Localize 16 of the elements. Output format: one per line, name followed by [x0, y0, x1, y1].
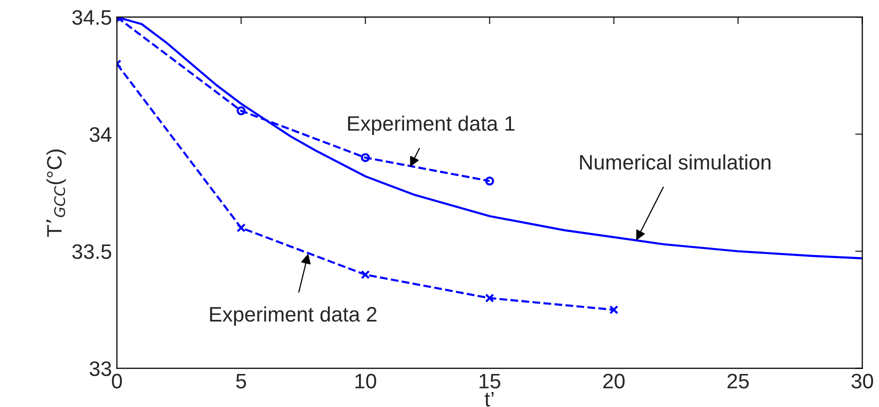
- y-axis-title: T’$_{GCC}$(°C): [46, 150, 66, 237]
- y-tick-label: 34.5: [72, 10, 112, 25]
- y-tick-label: 33.5: [72, 244, 112, 260]
- y-tick-label: 34: [90, 127, 112, 142]
- x-tick-label: 5: [236, 374, 246, 388]
- x-tick-label: 15: [480, 374, 500, 388]
- annotation: Experiment data 1: [348, 116, 514, 135]
- x-tick-label: 10: [355, 374, 376, 388]
- y-tick-label: 33: [90, 361, 112, 376]
- annotation: Numerical simulation: [580, 154, 770, 170]
- x-tick-label: 25: [728, 374, 749, 388]
- x-tick-label: 20: [603, 374, 625, 388]
- annotation: Experiment data 2: [210, 306, 376, 326]
- x-tick-label: 30: [852, 374, 874, 388]
- x-tick-label: 0: [112, 374, 122, 388]
- x-axis-title: t’: [484, 392, 494, 406]
